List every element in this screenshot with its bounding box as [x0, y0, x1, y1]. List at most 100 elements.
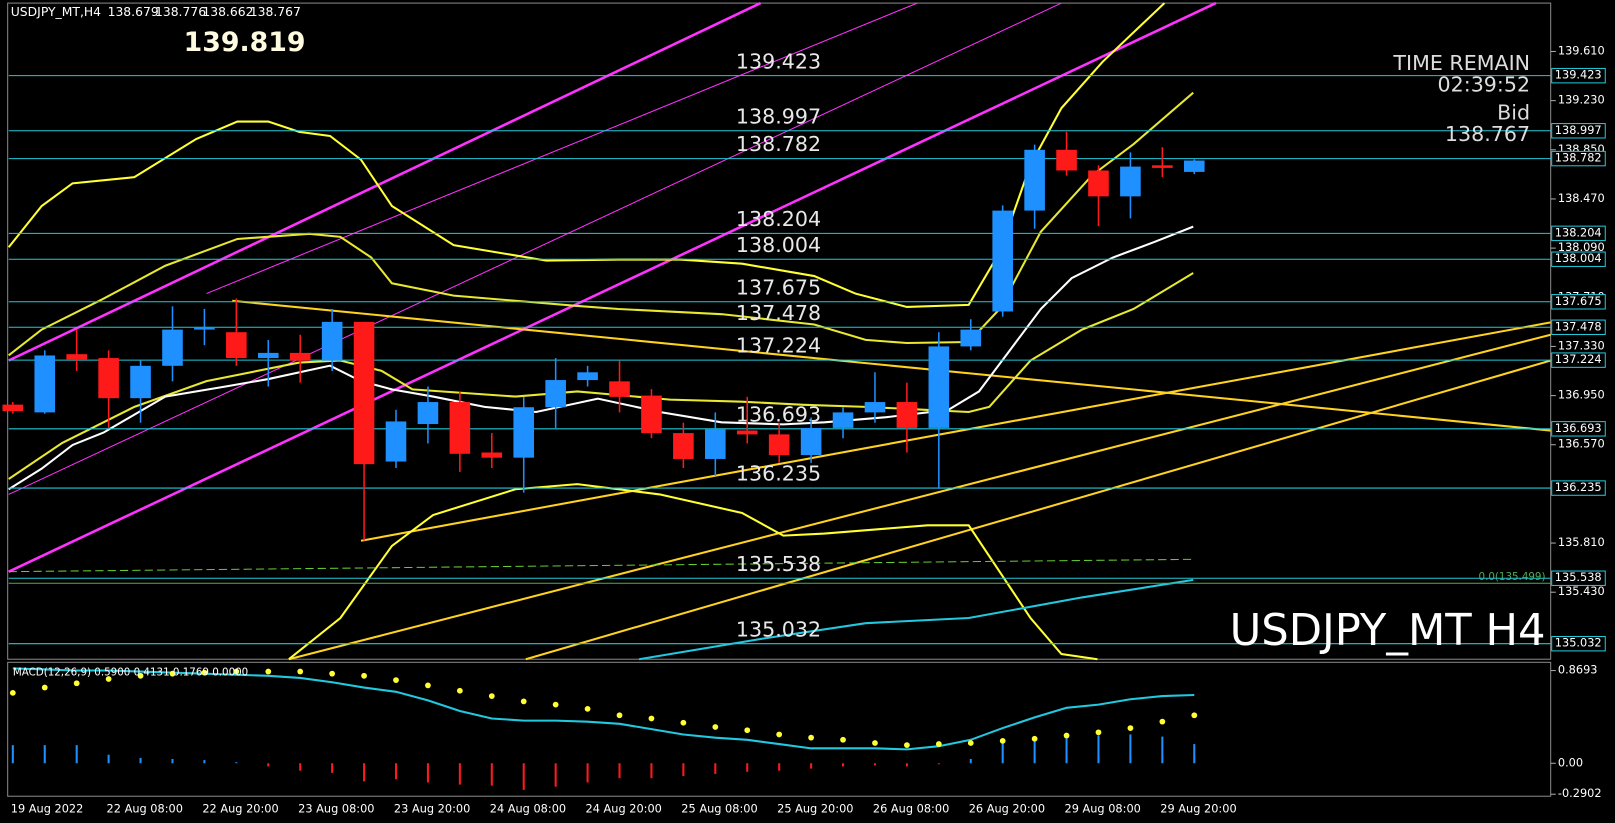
macd-histogram-bar [331, 763, 334, 773]
signal-dot [105, 676, 112, 682]
macd-histogram-bar [299, 763, 302, 771]
level-box-label: 138.204 [1555, 225, 1602, 239]
macd-histogram-bar [107, 754, 110, 764]
moving-average [8, 225, 1194, 491]
x-tick-label: 24 Aug 08:00 [490, 802, 566, 816]
candle-body [34, 355, 56, 413]
candle-body [864, 402, 886, 413]
level-box-label: 139.423 [1555, 68, 1602, 82]
macd-histogram-bar [810, 763, 813, 769]
level-box-label: 137.224 [1555, 352, 1602, 366]
time-remain: 02:39:52 [1438, 72, 1530, 96]
macd-histogram-bar [1001, 741, 1004, 764]
macd-histogram-bar [522, 763, 525, 790]
x-tick-label: 25 Aug 20:00 [777, 802, 853, 816]
macd-panel [7, 661, 1552, 797]
candle-body [896, 402, 918, 428]
signal-dot [520, 698, 527, 705]
candle-body [736, 430, 758, 435]
level-box [1551, 570, 1606, 586]
candle-body [577, 372, 598, 381]
x-tick-label: 22 Aug 20:00 [202, 802, 278, 816]
trend-line [525, 359, 1551, 661]
signal-dot [872, 740, 878, 746]
macd-histogram-bar [873, 763, 876, 766]
trend-line [288, 333, 1551, 661]
bid-label: Bid [1497, 100, 1530, 124]
level-label: 137.675 [736, 275, 821, 299]
macd-histogram-bar [778, 763, 781, 771]
candle-body [1088, 170, 1109, 197]
signal-dot [137, 672, 144, 679]
channel-line [8, 1, 762, 362]
macd-histogram-bar [490, 763, 493, 786]
signal-dot [744, 727, 751, 734]
candle-body [162, 329, 183, 366]
candle-body [992, 210, 1013, 312]
level-box [1551, 421, 1606, 437]
candle-body [194, 327, 215, 330]
candle-body [417, 402, 439, 425]
moving-average-long [638, 578, 1194, 661]
signal-dot [776, 731, 783, 738]
level-box-label: 135.538 [1555, 570, 1602, 584]
macd-histogram-bar [554, 763, 557, 787]
signal-dot [999, 737, 1006, 744]
signal-dot [840, 736, 846, 743]
candle-body [98, 358, 119, 399]
macd-histogram-bar [458, 763, 461, 785]
candle-body [800, 427, 822, 456]
level-box [1551, 480, 1606, 496]
y-tick-label: 136.950 [1558, 388, 1605, 402]
level-box-label: 138.004 [1555, 251, 1602, 265]
candle-body [66, 354, 87, 360]
x-tick-label: 24 Aug 20:00 [586, 802, 662, 816]
level-label: 136.235 [736, 462, 821, 486]
signal-dot [456, 687, 463, 694]
signal-dot [584, 705, 591, 712]
signal-dot [1159, 718, 1166, 725]
signal-dot [967, 740, 974, 746]
macd-histogram-bar [235, 762, 238, 764]
level-label: 138.782 [736, 132, 821, 156]
watermark: USDJPY_MT H4 [1230, 606, 1546, 656]
candle-body [960, 329, 982, 347]
level-box [1551, 352, 1606, 368]
y-tick-label: 138.090 [1558, 240, 1605, 254]
level-box [1551, 225, 1606, 242]
macd-histogram-bar [618, 763, 621, 779]
macd-histogram-bar [650, 763, 653, 779]
time-remain-label: TIME REMAIN [1392, 51, 1530, 75]
level-label: 137.478 [736, 301, 821, 325]
x-tick-label: 29 Aug 08:00 [1064, 802, 1140, 816]
y-tick-label: 0.00 [1558, 755, 1583, 769]
candle-body [353, 321, 375, 465]
y-tick-label: 138.470 [1558, 191, 1605, 205]
x-tick-label: 25 Aug 08:00 [681, 802, 757, 816]
channel-line [8, 2, 1062, 495]
signal-dot [1191, 712, 1198, 719]
candle-body [1183, 160, 1205, 172]
signal-dot [552, 701, 559, 708]
level-box-label: 138.997 [1555, 123, 1602, 137]
y-tick-label: 0.8693 [1558, 663, 1598, 677]
channel-line [8, 1, 1217, 573]
macd-histogram-bar [905, 763, 908, 767]
candle-body [1152, 165, 1173, 168]
macd-histogram-bar [171, 758, 174, 764]
candle-body [257, 352, 279, 359]
signal-dot [393, 677, 399, 683]
candle-body [545, 380, 566, 408]
macd-histogram-bar [969, 758, 972, 764]
signal-dot [73, 680, 80, 687]
candle-body [481, 452, 503, 458]
macd-histogram-bar [363, 763, 366, 782]
level-box-label: 137.478 [1555, 319, 1602, 333]
indicators [7, 1, 1551, 661]
level-label: 137.224 [736, 334, 821, 358]
level-box [1551, 67, 1606, 84]
signal-dot [169, 670, 176, 677]
signal-dot [1031, 735, 1038, 742]
